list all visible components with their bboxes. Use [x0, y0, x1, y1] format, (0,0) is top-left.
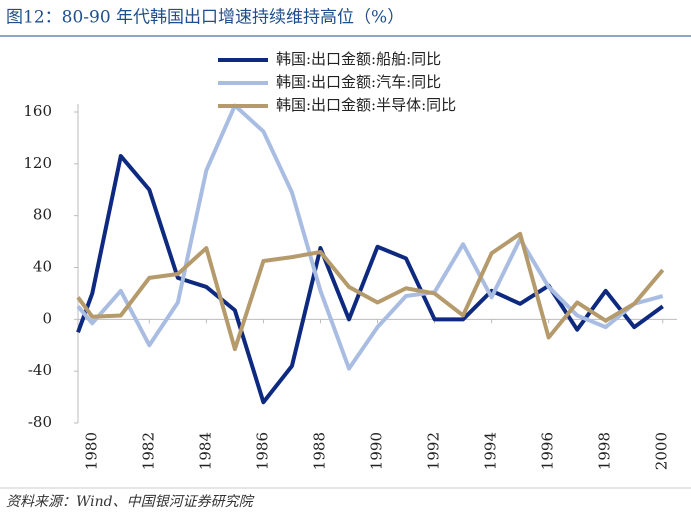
- x-tick-label: 1996: [539, 432, 557, 470]
- y-tick-label: -80: [28, 413, 52, 431]
- x-tick-label: 1984: [196, 432, 214, 470]
- y-tick-label: -40: [28, 361, 52, 379]
- x-tick-label: 2000: [653, 432, 671, 470]
- x-tick-label: 1998: [596, 432, 614, 470]
- x-tick-label: 1994: [482, 432, 500, 470]
- legend-label: 韩国:出口金额:船舶:同比: [276, 50, 441, 68]
- y-tick-label: 120: [23, 154, 52, 172]
- source: 资料来源：Wind、中国银河证券研究院: [6, 494, 255, 510]
- y-tick-label: 160: [23, 102, 52, 120]
- x-tick-label: 1980: [82, 432, 100, 470]
- x-tick-label: 1992: [425, 432, 443, 470]
- x-tick-label: 1982: [139, 432, 157, 470]
- y-tick-label: 80: [33, 206, 52, 224]
- y-tick-label: 0: [42, 309, 52, 327]
- legend-label: 韩国:出口金额:半导体:同比: [276, 96, 456, 114]
- x-tick-label: 1988: [310, 432, 328, 470]
- legend-label: 韩国:出口金额:汽车:同比: [276, 73, 441, 91]
- series-line: [76, 103, 664, 371]
- chart-title: 图12：80-90 年代韩国出口增速持续维持高位（%）: [6, 8, 404, 28]
- x-tick-label: 1990: [368, 432, 386, 470]
- y-tick-label: 40: [33, 258, 52, 276]
- x-tick-label: 1986: [253, 432, 271, 470]
- series-line: [76, 231, 665, 352]
- series-line: [76, 154, 664, 405]
